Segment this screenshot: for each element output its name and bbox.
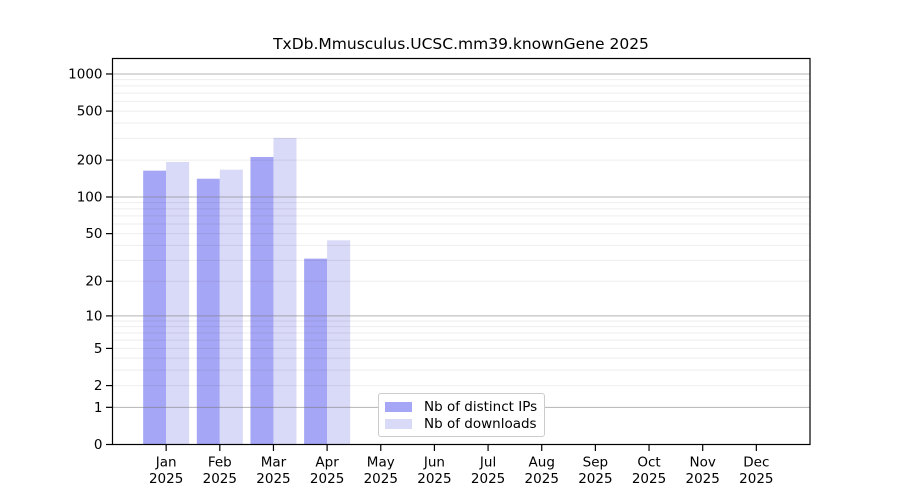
- x-tick-label-month-dec: Dec: [743, 455, 769, 471]
- x-tick-label-year-feb: 2025: [203, 471, 237, 487]
- legend-label-downloads: Nb of downloads: [424, 415, 537, 432]
- x-tick-label-year-jun: 2025: [417, 471, 451, 487]
- y-tick-label-50: 50: [85, 226, 102, 242]
- x-tick-label-month-mar: Mar: [261, 455, 287, 471]
- bar-downloads-feb: [219, 169, 243, 445]
- y-tick-label-200: 200: [77, 153, 103, 169]
- bar-ips-mar: [250, 156, 274, 445]
- x-tick-label-year-nov: 2025: [686, 471, 720, 487]
- legend-swatch-downloads: [385, 418, 412, 429]
- legend-item-downloads: Nb of downloads: [385, 415, 537, 432]
- legend-label-distinct-ips: Nb of distinct IPs: [424, 398, 538, 415]
- plot-border: [111, 57, 811, 446]
- y-tick-label-100: 100: [77, 189, 103, 205]
- y-tick-label-1: 1: [94, 400, 103, 416]
- y-tick-label-20: 20: [85, 274, 102, 290]
- legend-item-distinct-ips: Nb of distinct IPs: [385, 398, 538, 415]
- y-tick-label-1000: 1000: [68, 66, 102, 82]
- bar-downloads-mar: [273, 137, 297, 445]
- x-tick-label-year-dec: 2025: [739, 471, 773, 487]
- bar-ips-jan: [143, 170, 167, 445]
- bar-downloads-jan: [166, 161, 190, 445]
- chart-title: TxDb.Mmusculus.UCSC.mm39.knownGene 2025: [273, 35, 649, 53]
- x-tick-label-year-mar: 2025: [256, 471, 290, 487]
- x-tick-label-month-aug: Aug: [529, 455, 555, 471]
- x-tick-label-month-oct: Oct: [637, 455, 660, 471]
- x-tick-label-month-nov: Nov: [690, 455, 716, 471]
- y-tick-label-500: 500: [77, 104, 103, 120]
- x-tick-label-year-apr: 2025: [310, 471, 344, 487]
- x-tick-label-month-may: May: [367, 455, 395, 471]
- x-tick-label-month-jan: Jan: [155, 455, 177, 471]
- bar-ips-apr: [304, 258, 328, 445]
- x-tick-label-month-feb: Feb: [208, 455, 232, 471]
- x-tick-label-year-jul: 2025: [471, 471, 505, 487]
- x-tick-label-year-may: 2025: [364, 471, 398, 487]
- x-tick-label-month-sep: Sep: [583, 455, 608, 471]
- x-tick-label-year-aug: 2025: [525, 471, 559, 487]
- x-tick-label-month-jun: Jun: [423, 455, 445, 471]
- x-tick-label-year-oct: 2025: [632, 471, 666, 487]
- x-tick-label-year-sep: 2025: [578, 471, 612, 487]
- legend: Nb of distinct IPs Nb of downloads: [378, 393, 545, 437]
- bar-ips-feb: [196, 178, 220, 445]
- y-tick-label-5: 5: [94, 341, 103, 357]
- y-tick-label-10: 10: [85, 308, 102, 324]
- bar-downloads-apr: [327, 240, 351, 445]
- y-tick-label-0: 0: [94, 437, 103, 453]
- x-tick-label-year-jan: 2025: [149, 471, 183, 487]
- legend-swatch-distinct-ips: [385, 401, 412, 412]
- y-tick-label-2: 2: [94, 378, 103, 394]
- x-tick-label-month-apr: Apr: [315, 455, 339, 471]
- x-tick-label-month-jul: Jul: [479, 455, 496, 471]
